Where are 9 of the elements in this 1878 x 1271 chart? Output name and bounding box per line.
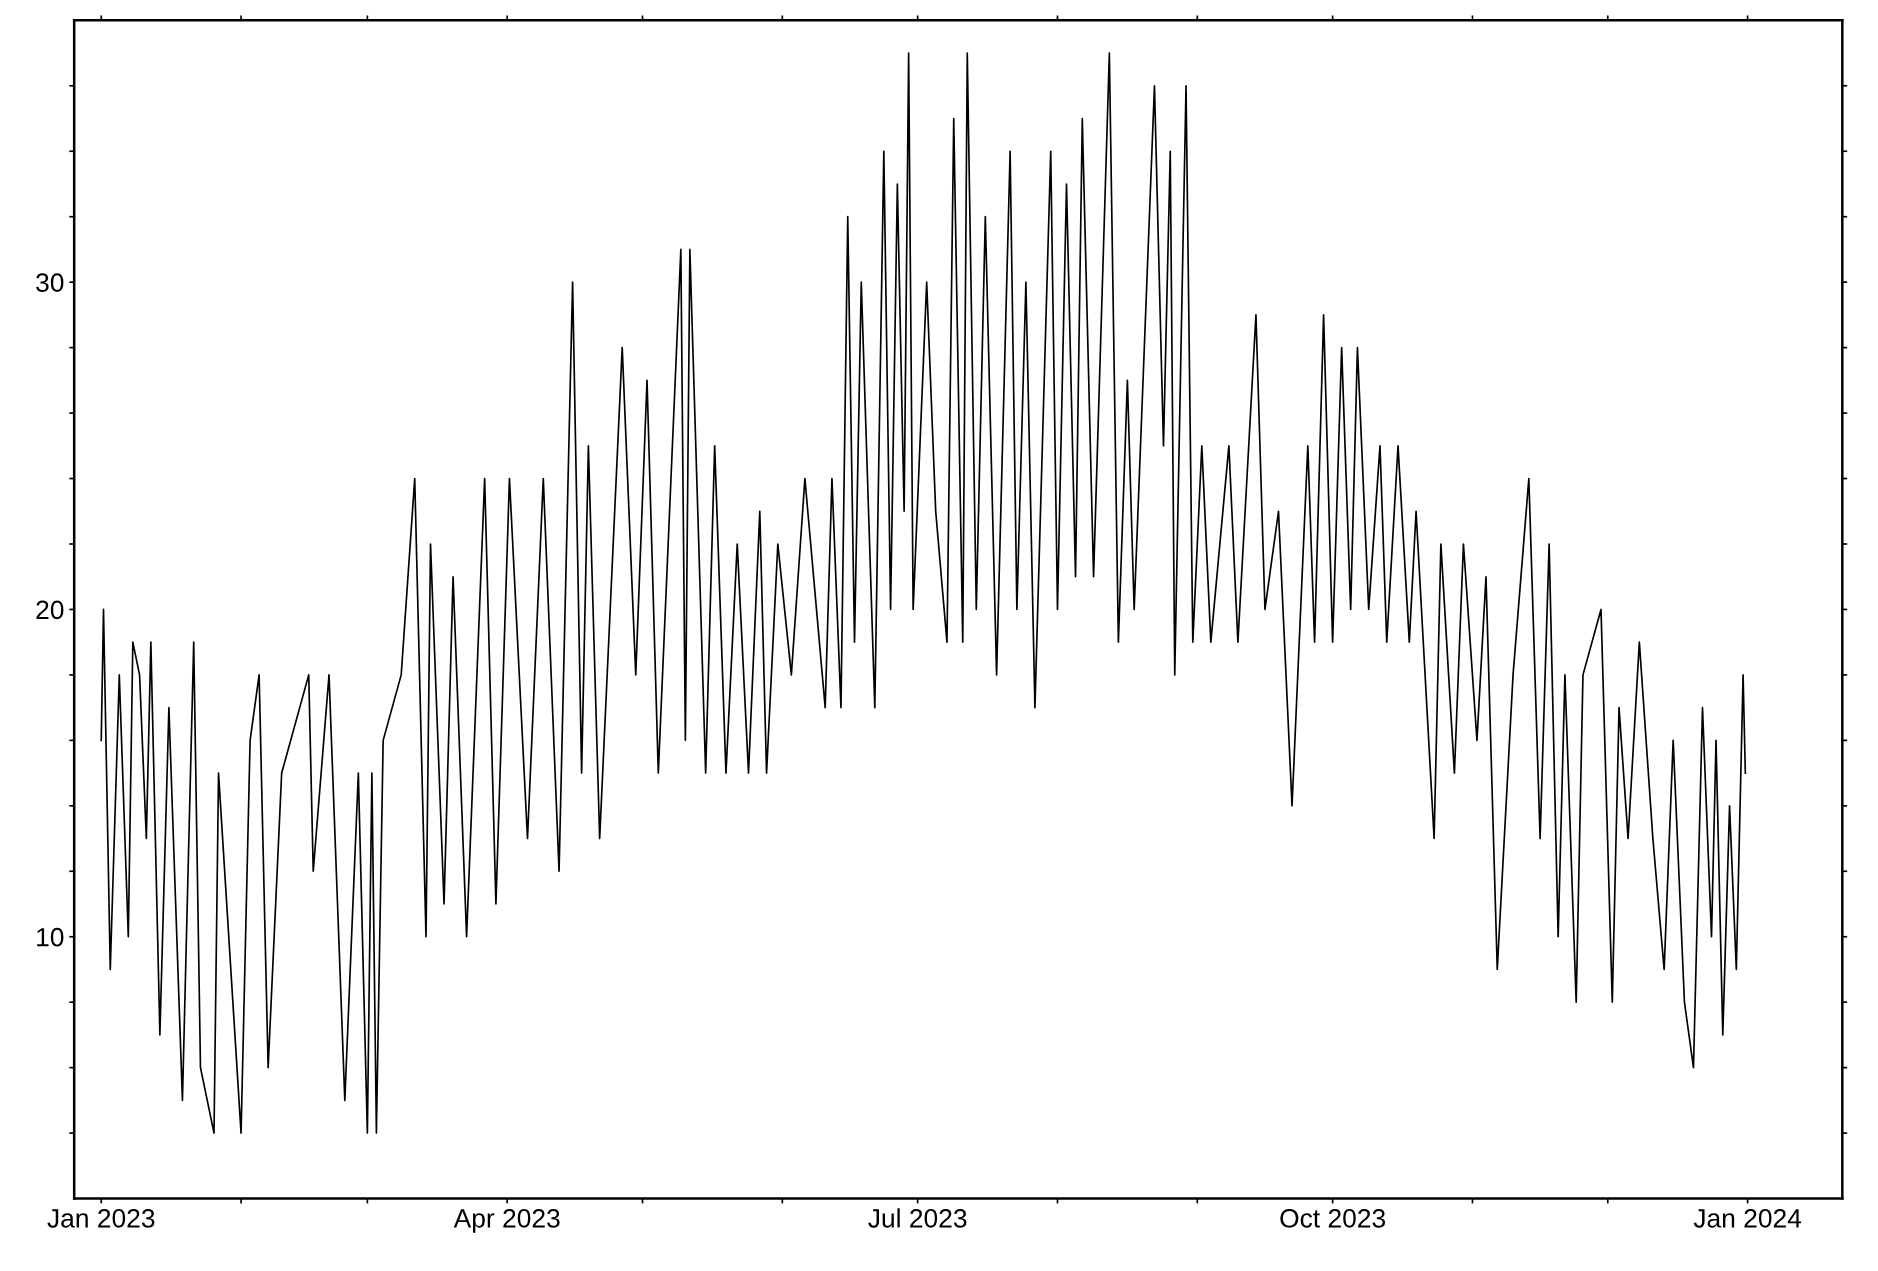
x-tick-label: Apr 2023 bbox=[453, 1208, 560, 1233]
y-tick-label: 30 bbox=[36, 273, 64, 292]
y-tick-label: 20 bbox=[36, 600, 64, 620]
y-tick-label: 10 bbox=[37, 927, 64, 947]
x-tick-label: Jan 2023 bbox=[47, 1208, 155, 1228]
x-tick-label: Jul 2023 bbox=[868, 1208, 967, 1228]
line-series bbox=[100, 52, 1747, 1134]
x-tick-label: Oct 2023 bbox=[1280, 1208, 1386, 1228]
x-tick-label: Jan 2024 bbox=[1693, 1208, 1802, 1228]
